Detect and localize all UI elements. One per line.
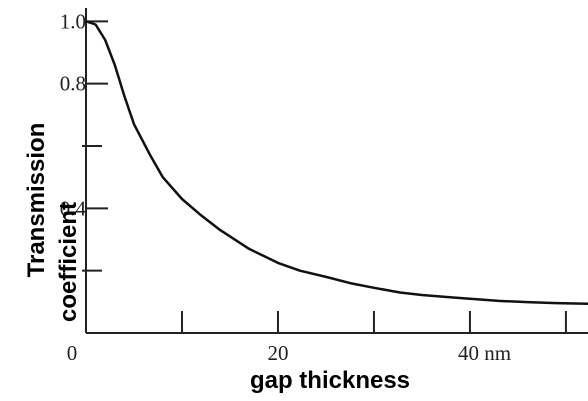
y-tick-label: 0.8 (60, 72, 86, 96)
y-axis-label: Transmission (23, 123, 50, 278)
x-tick-label: 20 (267, 341, 288, 365)
y-tick-label: 0.4 (60, 196, 87, 220)
data-line (85, 20, 588, 305)
y-axis-label: coefficient (55, 202, 82, 322)
x-tick-label: 0 (67, 341, 78, 365)
x-tick-label: 40 nm (458, 341, 511, 365)
y-tick-label: 1.0 (60, 9, 86, 33)
x-axis-label: gap thickness (250, 367, 410, 394)
